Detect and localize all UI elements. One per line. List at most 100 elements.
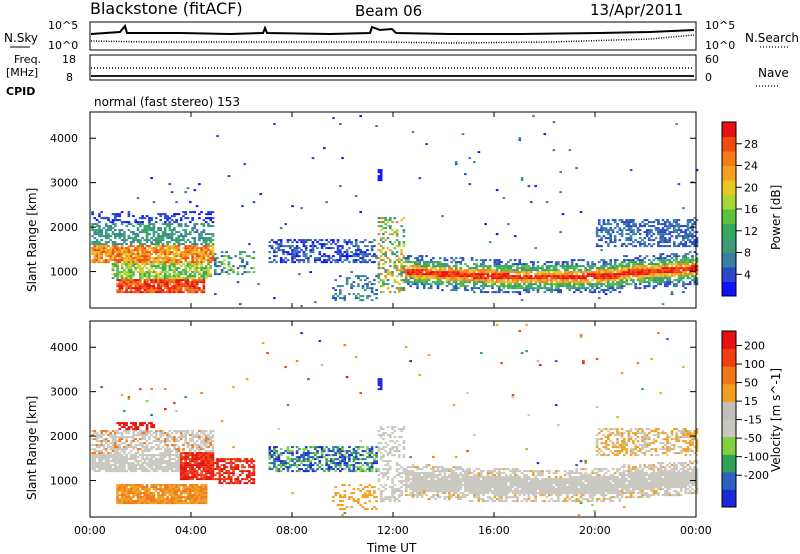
range-cell: [118, 283, 122, 286]
range-cell: [159, 283, 162, 286]
range-cell: [150, 281, 153, 284]
range-cell: [129, 241, 133, 244]
range-cell: [609, 229, 612, 232]
range-cell: [504, 273, 508, 276]
range-cell: [100, 229, 103, 232]
range-cell: [529, 261, 533, 264]
range-cell: [552, 289, 556, 292]
range-cell: [645, 267, 649, 270]
range-cell: [550, 279, 553, 282]
range-cell: [582, 285, 585, 288]
range-cell: [102, 235, 106, 238]
range-cell: [684, 231, 687, 234]
range-cell: [134, 257, 137, 260]
range-cell: [366, 283, 369, 286]
range-cell: [168, 263, 172, 266]
range-cell: [111, 277, 115, 280]
range-cell: [157, 446, 160, 449]
range-cell: [464, 277, 467, 280]
range-cell: [177, 502, 181, 505]
range-cell: [661, 237, 665, 240]
range-cell: [420, 265, 424, 268]
range-cell: [552, 269, 556, 272]
range-cell: [407, 275, 410, 278]
range-cell: [120, 285, 124, 288]
range-cell: [157, 498, 160, 501]
range-cell: [382, 237, 385, 240]
range-cell: [159, 468, 162, 471]
range-cell: [141, 450, 144, 453]
range-cell: [191, 229, 194, 232]
range-cell: [611, 219, 615, 222]
range-cell: [173, 488, 176, 491]
range-cell: [607, 267, 610, 270]
range-cell: [154, 273, 158, 276]
range-cell: [559, 279, 562, 282]
range-cell: [286, 253, 290, 256]
range-cell: [563, 267, 567, 270]
range-cell: [643, 219, 647, 222]
range-cell: [168, 494, 172, 497]
range-cell: [186, 265, 190, 268]
range-cell: [123, 233, 126, 236]
range-cell: [184, 285, 187, 288]
range-cell: [691, 279, 694, 282]
range-cell: [641, 263, 644, 266]
range-cell: [204, 255, 208, 258]
range-cell: [652, 279, 656, 282]
range-cell: [441, 273, 444, 276]
range-cell: [129, 488, 133, 491]
range-cell: [98, 235, 101, 238]
range-cell: [377, 273, 381, 276]
range-cell: [143, 255, 147, 258]
range-cell: [604, 237, 608, 240]
range-cell: [638, 243, 642, 246]
range-cell: [202, 271, 206, 274]
range-cell: [207, 247, 210, 250]
range-cell: [148, 273, 151, 276]
range-cell: [195, 263, 199, 266]
range-cell: [118, 251, 122, 254]
range-cell: [659, 267, 662, 270]
range-cell: [441, 269, 444, 272]
range-cell: [170, 263, 174, 266]
range-cell: [170, 233, 174, 236]
range-cell: [129, 496, 133, 499]
range-cell: [611, 281, 615, 284]
range-cell: [439, 279, 442, 282]
range-cell: [470, 259, 474, 262]
range-cell: [427, 263, 431, 266]
range-cell: [300, 249, 303, 252]
range-cell: [161, 265, 165, 268]
range-cell: [666, 283, 669, 286]
range-cell: [607, 283, 610, 286]
range-cell: [518, 273, 522, 276]
range-cell: [177, 496, 181, 499]
range-cell: [598, 271, 601, 274]
range-cell: [570, 279, 574, 282]
range-cell: [177, 259, 181, 262]
range-cell: [652, 265, 656, 268]
range-cell: [152, 257, 156, 260]
range-cell: [120, 466, 124, 469]
range-cell: [409, 275, 412, 278]
range-cell: [384, 227, 387, 230]
range-cell: [693, 267, 697, 270]
range-cell: [420, 269, 424, 272]
range-cell: [513, 281, 517, 284]
range-cell: [127, 398, 131, 401]
range-cell: [145, 261, 149, 264]
range-cell: [120, 426, 124, 429]
range-cell: [109, 251, 112, 254]
range-cell: [507, 279, 510, 282]
range-cell: [604, 263, 608, 266]
range-cell: [145, 237, 149, 240]
range-cell: [616, 269, 619, 272]
range-cell: [195, 253, 199, 256]
range-cell: [102, 448, 106, 451]
range-cell: [654, 285, 658, 288]
range-cell: [518, 275, 522, 278]
range-cell: [157, 289, 160, 292]
range-cell: [677, 267, 681, 270]
range-cell: [652, 269, 656, 272]
